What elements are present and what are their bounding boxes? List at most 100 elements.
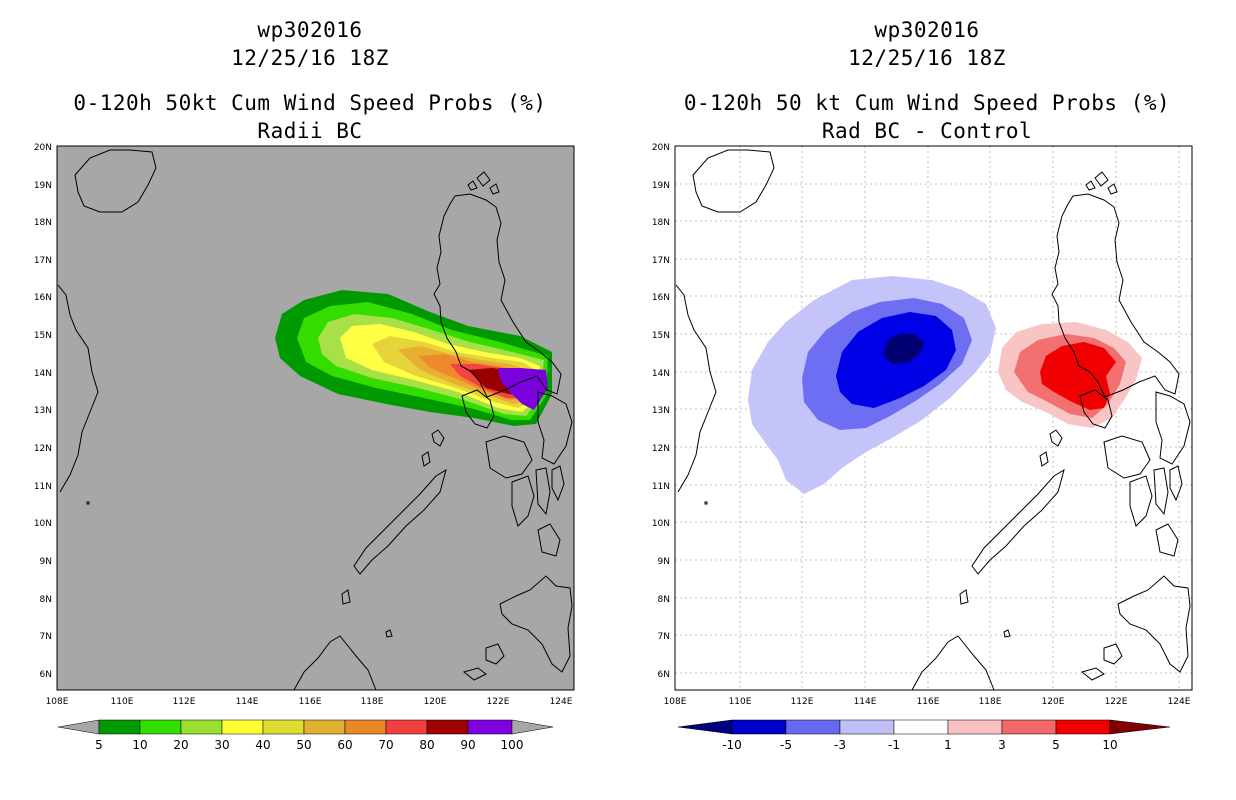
lat-label: 11N [652,482,670,492]
lat-label: 19N [34,181,52,191]
colorbar-label: 5 [95,738,103,752]
right-title-product: 0-120h 50 kt Cum Wind Speed Probs (%) [683,91,1171,115]
colorbar-swatch [180,719,223,735]
right-positive-field [998,322,1142,428]
colorbar-high-arrow [1109,719,1171,735]
colorbar-label: 90 [460,738,475,752]
lat-label: 14N [652,369,670,379]
right-title-subtitle: Rad BC - Control [821,119,1033,143]
colorbar-swatch [344,719,387,735]
colorbar-label: -3 [834,738,846,752]
colorbar-label: 60 [337,738,352,752]
lat-label: 13N [652,406,670,416]
lon-label: 112E [173,697,196,707]
lat-label: 15N [652,331,670,341]
left-map-frame [56,145,575,691]
colorbar-swatch [1001,719,1057,735]
colorbar-label: 20 [173,738,188,752]
lat-label: 18N [652,218,670,228]
left-probability-field [275,290,552,426]
left-title-product: 0-120h 50kt Cum Wind Speed Probs (%) [73,91,547,115]
lat-label: 20N [34,143,52,153]
lon-label: 112E [791,697,814,707]
colorbar-swatch [1055,719,1111,735]
lon-label: 116E [299,697,322,707]
lon-label: 124E [1168,697,1191,707]
lat-label: 7N [40,632,52,642]
right-title-date: 12/25/16 18Z [848,46,1006,70]
lat-label: 6N [658,670,670,680]
right-colorbar-labels: -10 -5 -3 -1 1 3 5 10 [722,738,1117,752]
lon-label: 108E [46,697,69,707]
lat-label: 12N [34,444,52,454]
right-colorbar [677,719,1171,735]
colorbar-label: 80 [419,738,434,752]
lat-label: 8N [40,595,52,605]
colorbar-label: -5 [780,738,792,752]
colorbar-low-arrow [677,719,733,735]
left-colorbar [57,719,554,735]
lon-label: 108E [664,697,687,707]
lat-label: 7N [658,632,670,642]
lat-label: 17N [652,256,670,266]
left-lat-axis: 20N 19N 18N 17N 16N 15N 14N 13N 12N 11N … [34,143,52,680]
right-lat-axis: 20N 19N 18N 17N 16N 15N 14N 13N 12N 11N … [652,143,670,680]
colorbar-label: 3 [998,738,1006,752]
left-colorbar-labels: 5 10 20 30 40 50 60 70 80 90 100 [95,738,523,752]
lon-label: 120E [1042,697,1065,707]
lon-label: 122E [487,697,510,707]
colorbar-swatch [947,719,1003,735]
lat-label: 9N [658,557,670,567]
lat-label: 16N [652,293,670,303]
colorbar-high-arrow [511,719,554,735]
lat-label: 12N [652,444,670,454]
colorbar-label: 10 [1102,738,1117,752]
colorbar-swatch [98,719,141,735]
colorbar-swatch [467,719,513,735]
right-lon-axis: 108E 110E 112E 114E 116E 118E 120E 122E … [664,697,1191,707]
lat-label: 10N [34,519,52,529]
colorbar-swatch [426,719,469,735]
colorbar-label: 30 [214,738,229,752]
diff-plus5-contour [1040,342,1116,410]
lon-label: 110E [111,697,134,707]
left-title-date: 12/25/16 18Z [231,46,389,70]
lon-label: 116E [917,697,940,707]
colorbar-swatch [262,719,305,735]
colorbar-swatch [139,719,182,735]
colorbar-label: 70 [378,738,393,752]
colorbar-low-arrow [57,719,100,735]
lat-label: 18N [34,218,52,228]
colorbar-label: 100 [501,738,524,752]
lon-label: 120E [424,697,447,707]
lon-label: 110E [729,697,752,707]
colorbar-label: 10 [132,738,147,752]
lat-label: 11N [34,482,52,492]
lon-label: 114E [236,697,259,707]
left-title-subtitle: Radii BC [257,119,363,143]
left-title-storm: wp302016 [257,18,363,42]
colorbar-swatch [221,719,264,735]
right-map: 20N 19N 18N 17N 16N 15N 14N 13N 12N 11N … [652,143,1193,752]
lat-label: 19N [652,181,670,191]
right-map-frame [674,145,1193,691]
lat-label: 20N [652,143,670,153]
lat-label: 6N [40,670,52,680]
lat-label: 13N [34,406,52,416]
lon-label: 124E [550,697,573,707]
lat-label: 10N [652,519,670,529]
lat-label: 9N [40,557,52,567]
colorbar-swatch [385,719,428,735]
diff-minus10-contour [884,334,924,364]
colorbar-swatch [785,719,841,735]
prob-90-contour [498,368,548,410]
colorbar-label: -1 [888,738,900,752]
lon-label: 122E [1105,697,1128,707]
right-title-storm: wp302016 [874,18,980,42]
colorbar-swatch [893,719,949,735]
lat-label: 15N [34,331,52,341]
lon-label: 114E [854,697,877,707]
lat-label: 8N [658,595,670,605]
lon-label: 118E [361,697,384,707]
